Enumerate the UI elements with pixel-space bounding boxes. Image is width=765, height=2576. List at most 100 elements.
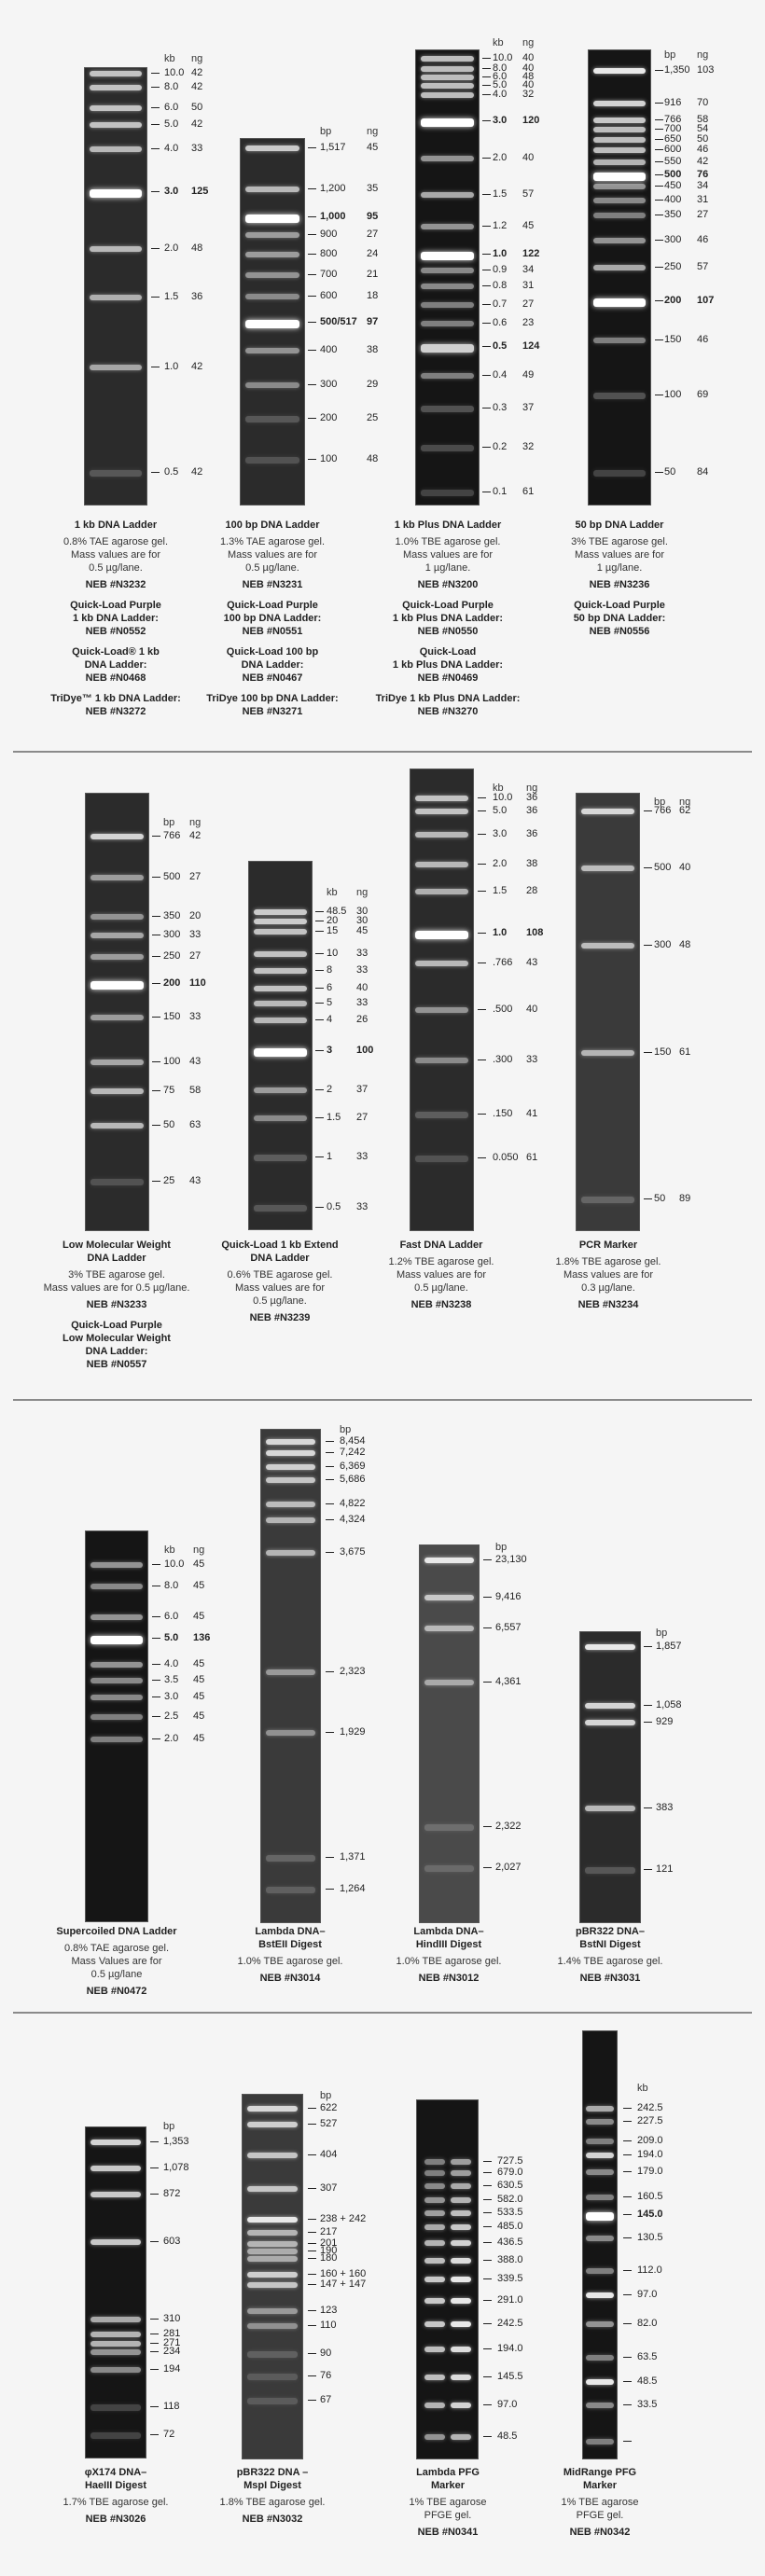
related-product-line: Quick-Load 100 bp <box>226 646 319 658</box>
related-product: Quick-Load 1 kb Plus DNA Ladder: NEB #N046… <box>373 645 522 685</box>
band-tick <box>482 285 491 286</box>
band-mass-label: 29 <box>367 379 379 390</box>
band-size-label: 1.5 <box>493 885 508 896</box>
band-mass-label: 136 <box>193 1632 211 1643</box>
band-tick <box>482 447 491 448</box>
band-mass-label: 37 <box>522 402 535 413</box>
gel-band <box>581 866 634 871</box>
band-mass-label: 33 <box>189 1011 202 1022</box>
description-line: 1.7% TBE agarose gel. <box>63 2497 169 2508</box>
band-tick <box>655 70 663 71</box>
ladder-title: pBR322 DNA– <box>576 1926 645 1937</box>
band-tick <box>315 988 324 989</box>
description-line: Mass values are for <box>563 1269 653 1281</box>
related-product-line: TriDye™ 1 kb DNA Ladder: <box>50 693 181 704</box>
gel-band <box>266 1669 315 1675</box>
band-tick <box>308 418 316 419</box>
gel-band <box>266 1730 315 1736</box>
gel-band <box>421 406 474 412</box>
band-tick <box>482 346 491 347</box>
gel-band <box>585 2212 615 2221</box>
gel-band <box>90 470 142 477</box>
band-size-label: 600 <box>320 290 338 301</box>
related-product-line: 50 bp DNA Ladder: <box>573 613 666 624</box>
band-size-label: 179.0 <box>637 2166 663 2177</box>
ladder-title: BstEII Digest <box>258 1939 322 1950</box>
band-tick <box>478 864 486 865</box>
band-mass-label: 41 <box>526 1108 538 1119</box>
band-size-label: 300 <box>320 379 338 390</box>
gel-band <box>90 105 142 111</box>
gel-band <box>90 1662 143 1668</box>
band-mass-label: 33 <box>189 929 202 940</box>
band-mass-label: 31 <box>697 194 709 205</box>
gel-band <box>421 75 474 80</box>
gel-band <box>581 809 634 814</box>
band-size-label: 3.0 <box>164 1691 179 1702</box>
band-tick <box>483 2348 492 2349</box>
band-tick <box>152 836 160 837</box>
gel-band <box>415 889 468 894</box>
gel-band <box>247 2241 298 2247</box>
band-tick <box>623 2381 632 2382</box>
band-size-label: 10 <box>327 948 339 959</box>
band-mass-label: 124 <box>522 340 540 352</box>
band-tick <box>644 1807 652 1808</box>
mass-unit-header: ng <box>367 126 379 137</box>
gel-band <box>90 189 142 198</box>
band-size-label: 209.0 <box>637 2135 663 2146</box>
band-size-label: 2,323 <box>340 1666 366 1677</box>
band-size-label: 8.0 <box>164 1580 179 1591</box>
band-tick <box>644 945 652 946</box>
gel-band <box>424 2298 445 2304</box>
description-line: Mass values are for <box>396 1269 486 1281</box>
band-tick <box>152 1017 160 1018</box>
band-mass-label: 33 <box>356 964 369 976</box>
gel-description: 1.4% TBE agarose gel. <box>540 1955 680 1968</box>
catalog-number: NEB #N3012 <box>418 1973 480 1984</box>
band-tick <box>308 2219 316 2220</box>
band-size-label: 533.5 <box>497 2207 523 2218</box>
band-tick <box>151 107 160 108</box>
band-size-label: 100 <box>320 453 338 464</box>
band-size-label: 123 <box>320 2305 338 2316</box>
gel-band <box>585 2106 615 2112</box>
gel-band <box>585 2153 615 2158</box>
related-product: Quick-Load Purple 100 bp DNA Ladder: NEB #… <box>202 599 342 638</box>
related-product-line: Quick-Load Purple <box>227 600 318 611</box>
band-mass-label: 40 <box>526 1004 538 1015</box>
gel-band <box>593 470 646 477</box>
band-mass-label: 33 <box>356 948 369 959</box>
gel-band <box>421 321 474 326</box>
gel-band <box>90 1614 143 1620</box>
gel-band <box>421 373 474 379</box>
gel-band <box>254 1205 307 1212</box>
band-size-label: 82.0 <box>637 2318 658 2329</box>
gel-band <box>245 348 299 353</box>
band-mass-label: 103 <box>697 64 715 76</box>
gel-band <box>585 1806 635 1811</box>
gel-band <box>254 1087 307 1093</box>
gel-band <box>254 929 307 935</box>
band-size-label: 100 <box>664 389 682 400</box>
ladder-title: Supercoiled DNA Ladder <box>56 1926 177 1937</box>
description-line: 0.5 µg/lane. <box>245 562 299 574</box>
gel-lane-bstni <box>579 1631 641 1923</box>
description-line: 0.5 µg/lane. <box>414 1282 468 1294</box>
band-size-label: 3 <box>327 1045 333 1056</box>
band-mass-label: 69 <box>697 389 709 400</box>
band-mass-label: 40 <box>522 62 535 74</box>
band-size-label: 10.0 <box>493 52 513 63</box>
band-mass-label: 36 <box>191 291 203 302</box>
band-mass-label: 61 <box>522 486 535 497</box>
ladder-title: 100 bp DNA Ladder <box>225 519 320 531</box>
band-size-label: 4.0 <box>164 143 179 154</box>
band-mass-label: 122 <box>522 248 540 259</box>
band-tick <box>623 2121 632 2122</box>
band-size-label: 650 <box>664 133 682 145</box>
band-tick <box>151 191 160 192</box>
band-size-label: 1,350 <box>664 64 690 76</box>
band-tick <box>152 1564 160 1565</box>
band-tick <box>151 87 160 88</box>
unit-header: kb <box>164 1544 175 1556</box>
